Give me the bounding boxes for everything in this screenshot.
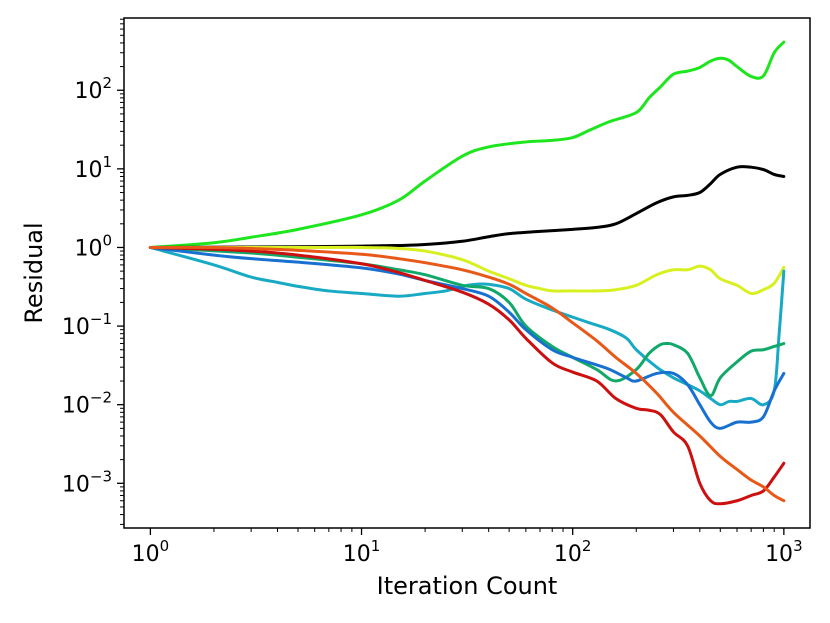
y-axis: 10−3 10−2 10−1 100 101 102 [62,18,124,525]
y-tick-label: 10−3 [62,467,112,497]
y-axis-label: Residual [20,222,48,323]
series-layer [148,40,786,506]
x-tick-label: 101 [343,537,381,567]
series-line-series-yellow [148,245,786,296]
series-line-series-red [148,245,786,506]
series-line-series-black [148,165,786,249]
y-tick-label: 101 [74,153,112,183]
x-axis-label: Iteration Count [377,572,558,600]
series-line-series-blue [148,245,786,430]
x-axis: 100 101 102 103 [132,528,803,567]
series-line-series-green [148,40,786,249]
series-line-series-emerald [148,245,786,398]
x-tick-label: 100 [132,537,170,567]
plot-frame [123,17,811,529]
y-tick-label: 10−1 [62,310,112,340]
y-tick-label: 10−2 [62,389,112,419]
y-tick-label: 100 [74,231,112,261]
x-tick-label: 103 [765,537,803,567]
x-tick-label: 102 [554,537,592,567]
series-line-series-orange [148,245,786,503]
series-line-series-teal [148,245,786,407]
y-tick-label: 102 [74,74,112,104]
